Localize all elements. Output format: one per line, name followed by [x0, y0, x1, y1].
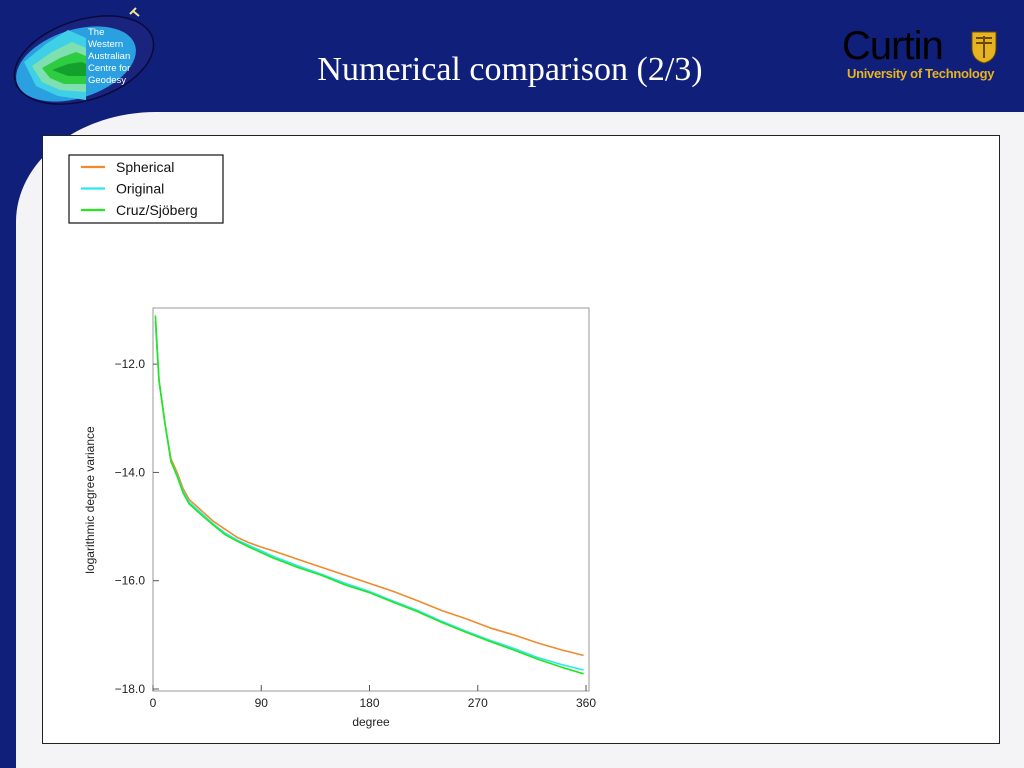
wa-logo-line: Australian	[88, 51, 131, 62]
x-tick-label: 90	[255, 696, 269, 710]
series-line-2	[154, 315, 584, 675]
y-tick-label: −18.0	[115, 682, 146, 696]
x-axis-label: degree	[352, 715, 390, 729]
curtin-logo-name: Curtin	[842, 24, 944, 68]
plot-frame	[152, 307, 590, 692]
wa-centre-geodesy-logo	[13, 7, 155, 105]
x-tick-label: 360	[576, 696, 596, 710]
figure-panel: Spherical Original Cruz/Sjöberg 0 90 180 270 3…	[42, 135, 1000, 744]
wa-logo-line: Geodesy	[88, 75, 127, 86]
slide-title: Numerical comparison (2/3)	[317, 51, 703, 88]
x-tick-label: 0	[150, 696, 157, 710]
legend-label: Original	[116, 181, 164, 197]
y-tick-label: −16.0	[115, 574, 146, 588]
series-line-0	[154, 320, 584, 657]
curtin-crest-icon	[971, 31, 997, 64]
legend-label: Cruz/Sjöberg	[116, 202, 198, 218]
wa-logo-line: Centre for	[88, 63, 131, 74]
legend: Spherical Original Cruz/Sjöberg	[68, 154, 224, 224]
x-tick-label: 270	[468, 696, 488, 710]
curtin-logo-subtitle: University of Technology	[847, 66, 995, 81]
curtin-logo: Curtin University of Technology	[842, 26, 1012, 86]
y-axis-label: logarithmic degree variance	[83, 426, 97, 574]
wa-logo-line: The	[88, 27, 105, 38]
x-tick-label: 180	[359, 696, 379, 710]
y-tick-label: −12.0	[115, 357, 146, 371]
degree-variance-chart: Spherical Original Cruz/Sjöberg 0 90 180 270 3…	[68, 154, 596, 729]
y-tick-label: −14.0	[115, 465, 146, 479]
wa-logo-text: The Western Australian Centre for Geodes…	[88, 27, 130, 87]
wa-logo-line: Western	[88, 39, 124, 50]
legend-label: Spherical	[116, 159, 174, 175]
